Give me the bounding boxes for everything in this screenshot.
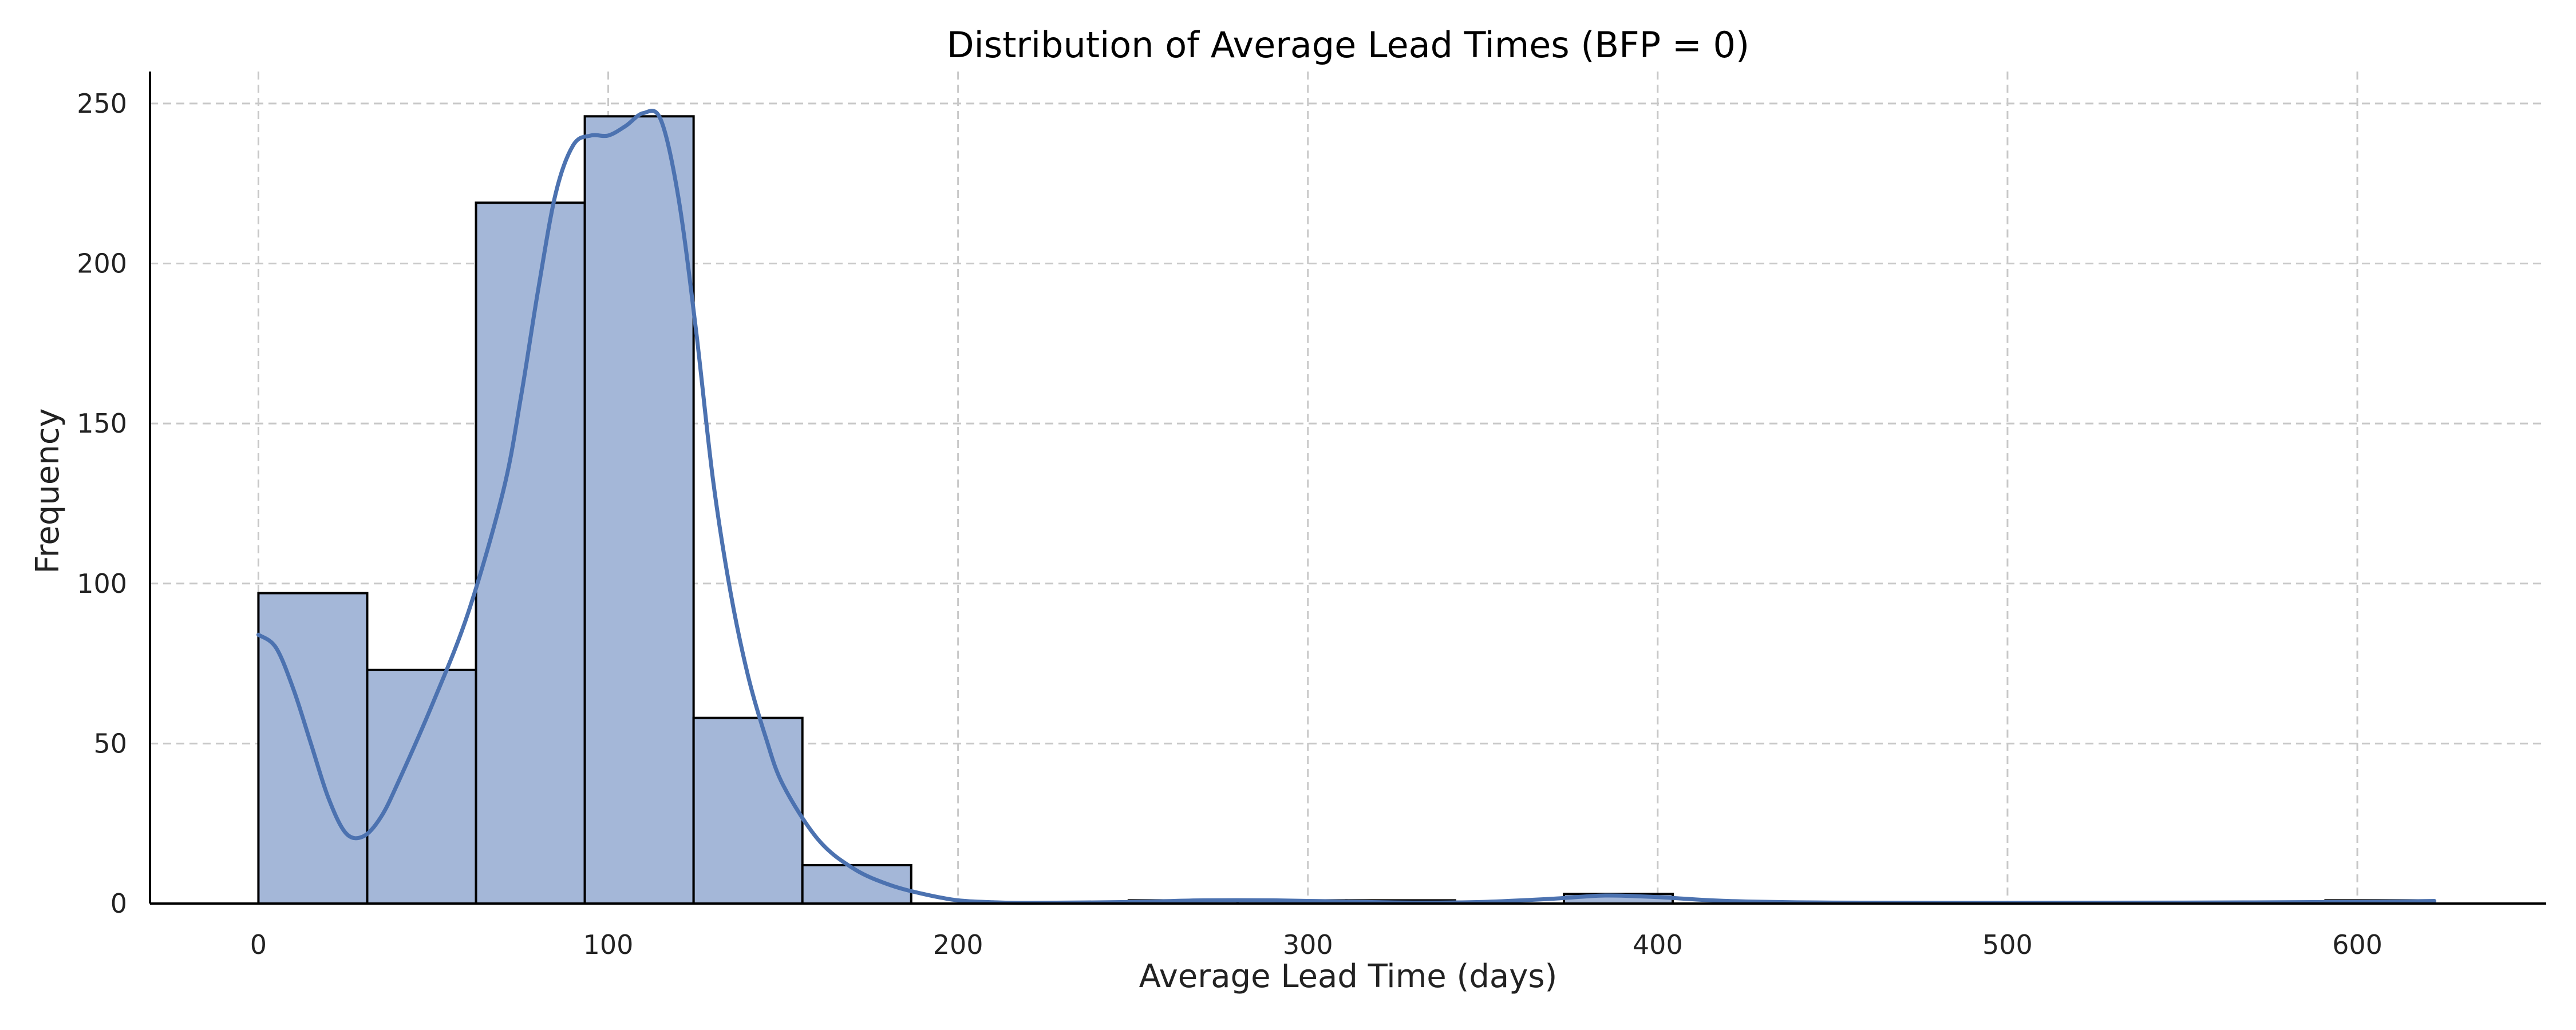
kde-line	[256, 109, 2436, 905]
x-tick-label: 100	[583, 929, 634, 960]
y-tick-label: 100	[77, 568, 127, 599]
x-tick-label: 200	[933, 929, 983, 960]
y-tick-label: 150	[77, 408, 127, 439]
chart-title: Distribution of Average Lead Times (BFP …	[947, 24, 1749, 66]
y-axis-label: Frequency	[29, 408, 66, 573]
y-tick-label: 200	[77, 248, 127, 279]
x-axis-label: Average Lead Time (days)	[1139, 958, 1558, 995]
x-tick-label: 0	[250, 929, 267, 960]
x-axis-ticks: 0 100 200 300 400 500 600	[250, 929, 2383, 960]
x-tick-label: 400	[1633, 929, 1683, 960]
x-tick-label: 300	[1283, 929, 1333, 960]
x-tick-label: 600	[2332, 929, 2383, 960]
histogram-bar	[475, 201, 586, 905]
histogram-bars	[257, 115, 2436, 905]
histogram-bar	[692, 716, 804, 905]
x-tick-label: 500	[1982, 929, 2033, 960]
histogram-bar	[366, 668, 477, 905]
axes	[149, 72, 2546, 905]
y-tick-label: 250	[77, 88, 127, 119]
y-tick-label: 0	[110, 888, 127, 919]
y-tick-label: 50	[93, 728, 127, 759]
kde-curve	[256, 109, 2436, 905]
y-axis-ticks: 0 50 100 150 200 250	[77, 88, 127, 919]
histogram-bar	[583, 115, 695, 905]
